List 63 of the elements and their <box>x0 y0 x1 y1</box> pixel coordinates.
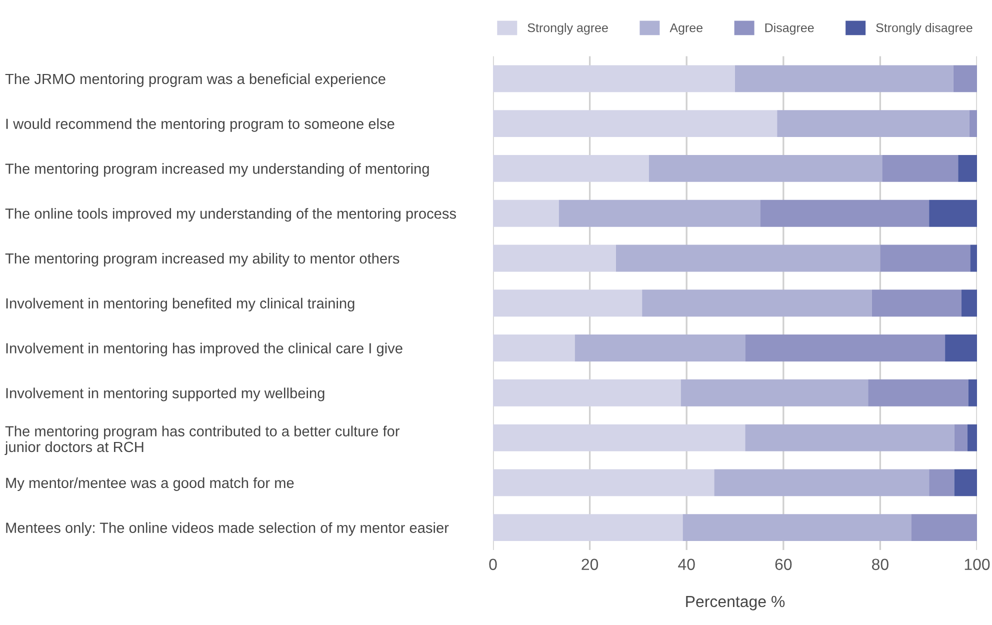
bar <box>777 110 970 138</box>
bar <box>958 155 977 182</box>
bar <box>493 65 735 92</box>
bar <box>616 244 880 272</box>
bar <box>735 65 954 92</box>
legend-label: Strongly disagree <box>876 23 972 35</box>
y-tick-label: Involvement in mentoring benefited my clinical training <box>6 298 354 312</box>
y-tick-label: The JRMO mentoring program was a beneficial experience <box>5 73 386 88</box>
bar <box>868 379 968 406</box>
bar <box>714 469 930 496</box>
bar <box>745 334 946 362</box>
bar <box>493 155 649 182</box>
x-tick-label: 20 <box>582 558 598 570</box>
bar <box>962 290 977 317</box>
bar <box>642 290 872 317</box>
bar <box>953 65 977 92</box>
bar <box>911 514 977 542</box>
bar <box>967 424 977 452</box>
y-tick-label: The mentoring program has contributed to a better culture for junior doctors at RCH <box>4 426 400 456</box>
bar <box>969 110 977 138</box>
bar <box>574 334 746 362</box>
x-tick-label: 0 <box>489 558 497 570</box>
bar <box>682 514 912 542</box>
x-tick-label: 60 <box>775 558 792 570</box>
bar <box>954 424 968 452</box>
bar <box>493 334 575 362</box>
y-tick-label: Involvement in mentoring supported my wellbeing <box>6 388 324 402</box>
bar <box>493 379 681 406</box>
y-tick-label: Involvement in mentoring has improved the clinical care I give <box>6 342 402 356</box>
bar <box>968 379 977 406</box>
bar <box>945 334 977 362</box>
bar <box>648 155 882 182</box>
y-tick-label: My mentor/mentee was a good match for me <box>6 477 294 491</box>
bar <box>882 155 958 182</box>
bar <box>745 424 954 452</box>
legend-label: Disagree <box>765 23 814 35</box>
x-tick-label: 40 <box>678 558 695 570</box>
bar <box>493 424 746 452</box>
bar <box>760 200 930 227</box>
bar <box>680 379 868 406</box>
bar <box>954 469 977 496</box>
x-tick-label: 100 <box>964 558 990 570</box>
bar <box>493 110 778 138</box>
bar <box>493 469 714 496</box>
bar <box>493 200 559 227</box>
legend-label: Strongly agree <box>528 23 608 35</box>
legend-label: Agree <box>670 23 702 35</box>
bar <box>493 290 642 317</box>
y-tick-label: I would recommend the mentoring program to someone else <box>6 118 394 132</box>
bar <box>872 290 962 317</box>
bar <box>970 244 977 272</box>
bar <box>558 200 760 227</box>
bar <box>493 244 616 272</box>
bar <box>929 200 977 227</box>
y-tick-label: The mentoring program increased my ability to mentor others <box>5 252 400 267</box>
y-tick-label: Mentees only: The online videos made selection of my mentor easier <box>6 522 449 536</box>
bar <box>493 514 683 542</box>
bar <box>929 469 954 496</box>
x-tick-label: 80 <box>872 558 888 570</box>
y-tick-label: The mentoring program increased my understanding of mentoring <box>5 163 429 177</box>
bar <box>880 244 970 272</box>
x-axis-title: Percentage % <box>686 596 785 610</box>
y-tick-label: The online tools improved my understanding of the mentoring process <box>5 208 456 222</box>
